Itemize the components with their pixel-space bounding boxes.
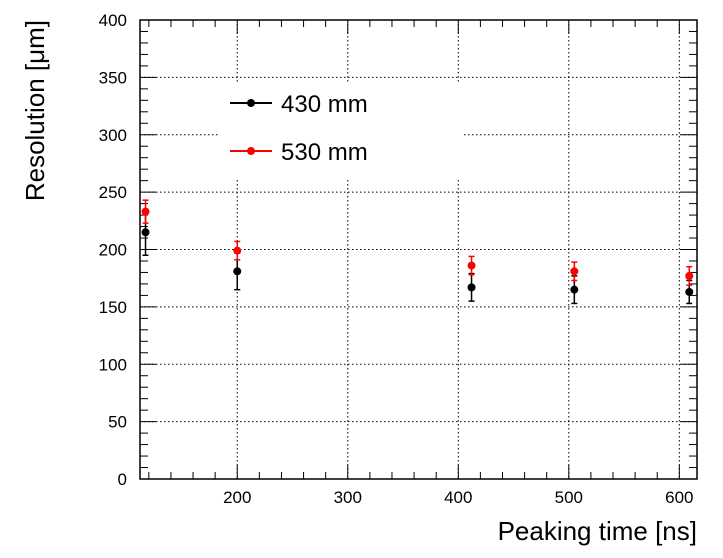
data-point [141,199,150,224]
x-axis-title: Peaking time [ns] [498,516,697,546]
x-tick-label: 200 [223,488,251,507]
marker [233,267,242,276]
x-tick-label: 600 [665,488,693,507]
legend-item: 530 mm [230,139,368,166]
y-tick-label: 350 [99,68,127,87]
marker [467,261,476,270]
marker [141,228,150,237]
y-tick-label: 150 [99,298,127,317]
legend-marker [247,147,255,155]
data-point [685,265,694,286]
data-point [233,240,242,261]
marker [233,246,242,255]
legend-marker [247,99,255,107]
marker [570,285,579,294]
axis-ticks [140,19,697,480]
legend-box [219,82,463,180]
y-axis-title: Resolution [μm] [20,20,50,201]
legend: 430 mm 530 mm [219,82,463,180]
x-tick-label: 300 [334,488,362,507]
y-tick-label: 250 [99,183,127,202]
marker [685,271,694,280]
marker [467,283,476,292]
marker [685,287,694,296]
x-tick-label: 500 [555,488,583,507]
grid-lines [140,20,697,479]
data-point [467,272,476,302]
legend-label: 530 mm [281,139,368,166]
y-tick-label: 400 [99,11,127,30]
x-tick-label: 400 [444,488,472,507]
data-points [141,199,694,305]
x-tick-labels: 200 300 400 500 600 [223,488,693,507]
marker [141,207,150,216]
y-tick-label: 100 [99,355,127,374]
y-tick-label: 300 [99,126,127,145]
data-point [467,255,476,276]
y-tick-labels: 0 50 100 150 200 250 300 350 400 [99,11,127,489]
legend-item: 430 mm [230,91,368,118]
data-point [570,261,579,282]
y-tick-label: 50 [108,413,127,432]
y-tick-label: 200 [99,241,127,260]
legend-label: 430 mm [281,91,368,118]
y-tick-label: 0 [118,470,127,489]
marker [570,267,579,276]
